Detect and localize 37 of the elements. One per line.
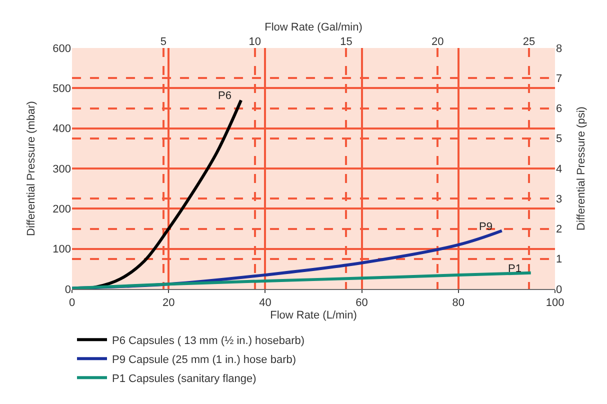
y2-axis-title: Differential Pressure (psi) xyxy=(575,106,588,230)
y-tick-label: 200 xyxy=(52,204,71,216)
x2-tick-label: 10 xyxy=(248,36,261,48)
x-tick-label: 80 xyxy=(452,297,465,310)
x-tick-label: 100 xyxy=(546,297,564,310)
annotation: P9 xyxy=(479,221,492,233)
line-series xyxy=(72,271,532,289)
y-axis-title: Differential Pressure (mbar) xyxy=(25,101,38,236)
y2-tick-label: 8 xyxy=(556,42,562,55)
y2-tick-label: 7 xyxy=(556,72,562,85)
x-tick-label: 40 xyxy=(259,297,272,310)
x-tick-label: 60 xyxy=(356,297,368,310)
x2-axis-title: Flow Rate (Gal/min) xyxy=(264,21,362,34)
y-tick-label: 500 xyxy=(52,83,71,96)
y2-tick-label: 4 xyxy=(556,163,562,176)
y2-tick-label: 6 xyxy=(556,103,562,116)
x-tick-label: 20 xyxy=(162,297,175,310)
legend-label: P1 Capsules (sanitary flange) xyxy=(112,372,256,385)
x2-tick-label: 5 xyxy=(160,36,166,48)
legend-label: P9 Capsule (25 mm (1 in.) hose barb) xyxy=(112,354,296,366)
x2-tick-label: 15 xyxy=(340,36,352,48)
y2-tick-label: 0 xyxy=(556,284,562,296)
y2-tick-label: 1 xyxy=(556,254,562,266)
y-tick-label: 300 xyxy=(52,163,71,176)
annotation: P1 xyxy=(508,263,522,275)
legend-label: P6 Capsules ( 13 mm (½ in.) hosebarb) xyxy=(112,334,305,347)
y-tick-label: 600 xyxy=(52,42,71,55)
y-tick-label: 400 xyxy=(52,123,71,136)
annotation: P6 xyxy=(218,90,232,102)
y-tick-label: 0 xyxy=(64,284,71,296)
x-axis-title: Flow Rate (L/min) xyxy=(270,309,357,322)
y-tick-label: 100 xyxy=(52,244,71,256)
x2-tick-label: 25 xyxy=(522,36,536,48)
y2-tick-label: 5 xyxy=(556,133,562,146)
x2-tick-label: 20 xyxy=(432,36,444,48)
y2-tick-label: 2 xyxy=(556,224,562,236)
y2-tick-label: 3 xyxy=(556,193,562,206)
